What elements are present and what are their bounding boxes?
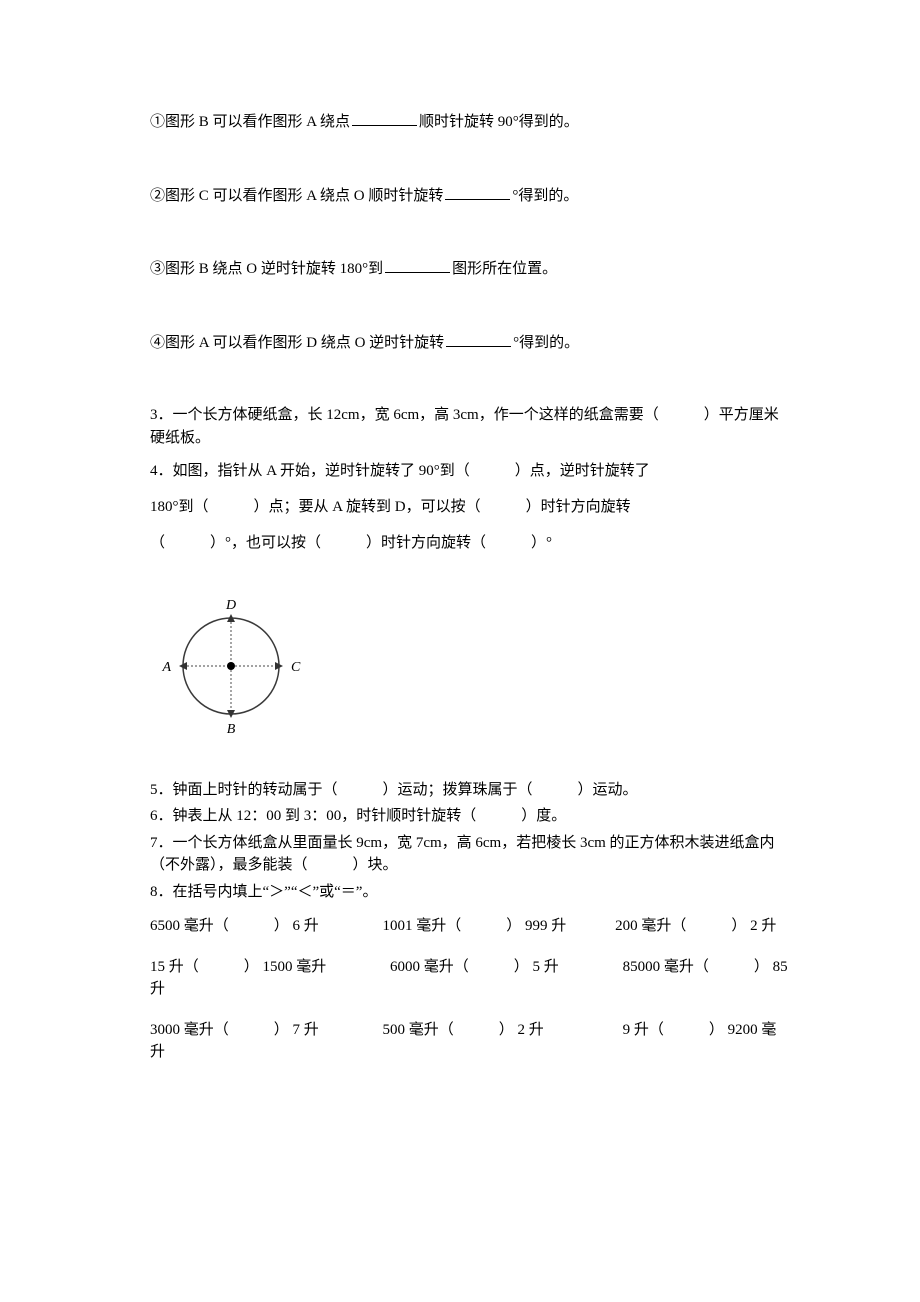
q8-2b: 6000 毫升（ ） 5 升 [390, 959, 559, 975]
document-page: ①图形 B 可以看作图形 A 绕点 顺时针旋转 90°得到的。 ②图形 C 可以看… [0, 0, 920, 1142]
label-bottom: B [227, 722, 236, 737]
text: ③图形 B 绕点 O 逆时针旋转 180°到 [150, 261, 383, 277]
label-right: C [291, 660, 301, 675]
q8-2a: 15 升（ ） 1500 毫升 [150, 959, 326, 975]
text: ①图形 B 可以看作图形 A 绕点 [150, 114, 350, 130]
blank[interactable] [445, 184, 510, 200]
text: ④图形 A 可以看作图形 D 绕点 O 逆时针旋转 [150, 335, 444, 351]
q6: 6．钟表上从 12：00 到 3：00，时针顺时针旋转（ ）度。 [150, 805, 790, 828]
q4-line1: 4．如图，指针从 A 开始，逆时针旋转了 90°到（ ）点，逆时针旋转了 [150, 453, 790, 489]
q7: 7．一个长方体纸盒从里面量长 9cm，宽 7cm，高 6cm，若把棱长 3cm … [150, 832, 790, 877]
q4-line3: （ ）°，也可以按（ ）时针方向旋转（ ）° [150, 525, 790, 561]
label-left: A [161, 660, 171, 675]
q8-row2: 15 升（ ） 1500 毫升 6000 毫升（ ） 5 升 85000 毫升（… [150, 956, 790, 1001]
text: ②图形 C 可以看作图形 A 绕点 O 顺时针旋转 [150, 188, 443, 204]
q-circled-4: ④图形 A 可以看作图形 D 绕点 O 逆时针旋转 °得到的。 [150, 331, 790, 355]
blank[interactable] [352, 110, 417, 126]
q8-row1: 6500 毫升（ ） 6 升 1001 毫升（ ） 999 升 200 毫升（ … [150, 915, 790, 938]
label-top: D [225, 598, 236, 613]
compass-diagram: D C B A [156, 591, 790, 749]
blank[interactable] [446, 331, 511, 347]
q-circled-3: ③图形 B 绕点 O 逆时针旋转 180°到 图形所在位置。 [150, 257, 790, 281]
q-circled-2: ②图形 C 可以看作图形 A 绕点 O 顺时针旋转 °得到的。 [150, 184, 790, 208]
q-circled-1: ①图形 B 可以看作图形 A 绕点 顺时针旋转 90°得到的。 [150, 110, 790, 134]
text: 图形所在位置。 [452, 261, 557, 277]
q5: 5．钟面上时针的转动属于（ ）运动；拨算珠属于（ ）运动。 [150, 779, 790, 802]
text: 顺时针旋转 90°得到的。 [419, 114, 579, 130]
q8-3a: 3000 毫升（ ） 7 升 [150, 1022, 319, 1038]
q4-line2: 180°到（ ）点；要从 A 旋转到 D，可以按（ ）时针方向旋转 [150, 489, 790, 525]
compass-svg: D C B A [156, 591, 306, 741]
center-dot [227, 662, 235, 670]
q8-row3: 3000 毫升（ ） 7 升 500 毫升（ ） 2 升 9 升（ ） 9200… [150, 1019, 790, 1064]
blank[interactable] [385, 257, 450, 273]
q8-3b: 500 毫升（ ） 2 升 [383, 1022, 544, 1038]
q4: 4．如图，指针从 A 开始，逆时针旋转了 90°到（ ）点，逆时针旋转了 180… [150, 453, 790, 561]
q8-1a: 6500 毫升（ ） 6 升 [150, 918, 319, 934]
text: 3．一个长方体硬纸盒，长 12cm，宽 6cm，高 3cm，作一个这样的纸盒需要… [150, 407, 779, 446]
text: °得到的。 [513, 335, 579, 351]
q8-1b: 1001 毫升（ ） 999 升 [383, 918, 567, 934]
q3: 3．一个长方体硬纸盒，长 12cm，宽 6cm，高 3cm，作一个这样的纸盒需要… [150, 404, 790, 449]
q8-title: 8．在括号内填上“＞”“＜”或“＝”。 [150, 881, 790, 904]
q8-1c: 200 毫升（ ） 2 升 [615, 918, 776, 934]
text: °得到的。 [512, 188, 578, 204]
